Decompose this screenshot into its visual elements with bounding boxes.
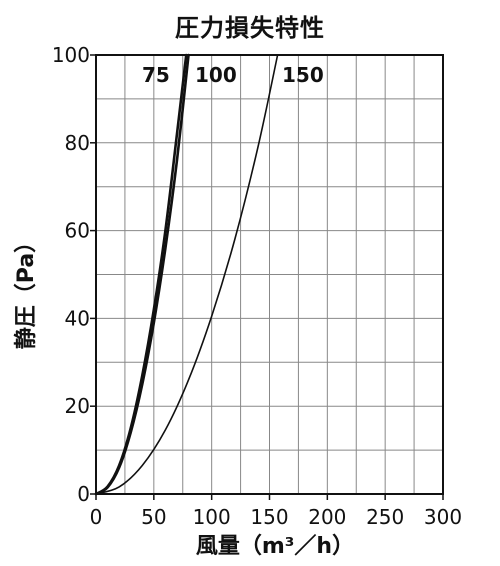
x-tick-label: 250: [366, 505, 404, 529]
x-tick-label: 200: [308, 505, 346, 529]
series-label-150: 150: [282, 63, 324, 87]
y-axis-label: 静圧（Pa）: [14, 230, 39, 350]
x-tick-label: 50: [141, 505, 166, 529]
y-tick-label: 0: [77, 482, 90, 506]
y-tick-label: 100: [52, 43, 90, 67]
x-tick-label: 300: [424, 505, 462, 529]
y-tick-label: 40: [65, 306, 90, 330]
series-label-100: 100: [195, 63, 237, 87]
x-tick-label: 150: [250, 505, 288, 529]
series-line-150: [95, 54, 279, 495]
y-tick-label: 80: [65, 131, 90, 155]
y-tick-label: 60: [65, 219, 90, 243]
y-tick-label: 20: [65, 394, 90, 418]
y-axis-label-wrap: 静圧（Pa）: [8, 231, 42, 545]
x-tick-label: 0: [90, 505, 103, 529]
series-label-75: 75: [142, 63, 170, 87]
x-axis-label: 風量（m³／h）: [195, 534, 355, 559]
series-line-100: [94, 53, 188, 496]
chart-title: 圧力損失特性: [175, 14, 325, 42]
x-tick-label: 100: [193, 505, 231, 529]
